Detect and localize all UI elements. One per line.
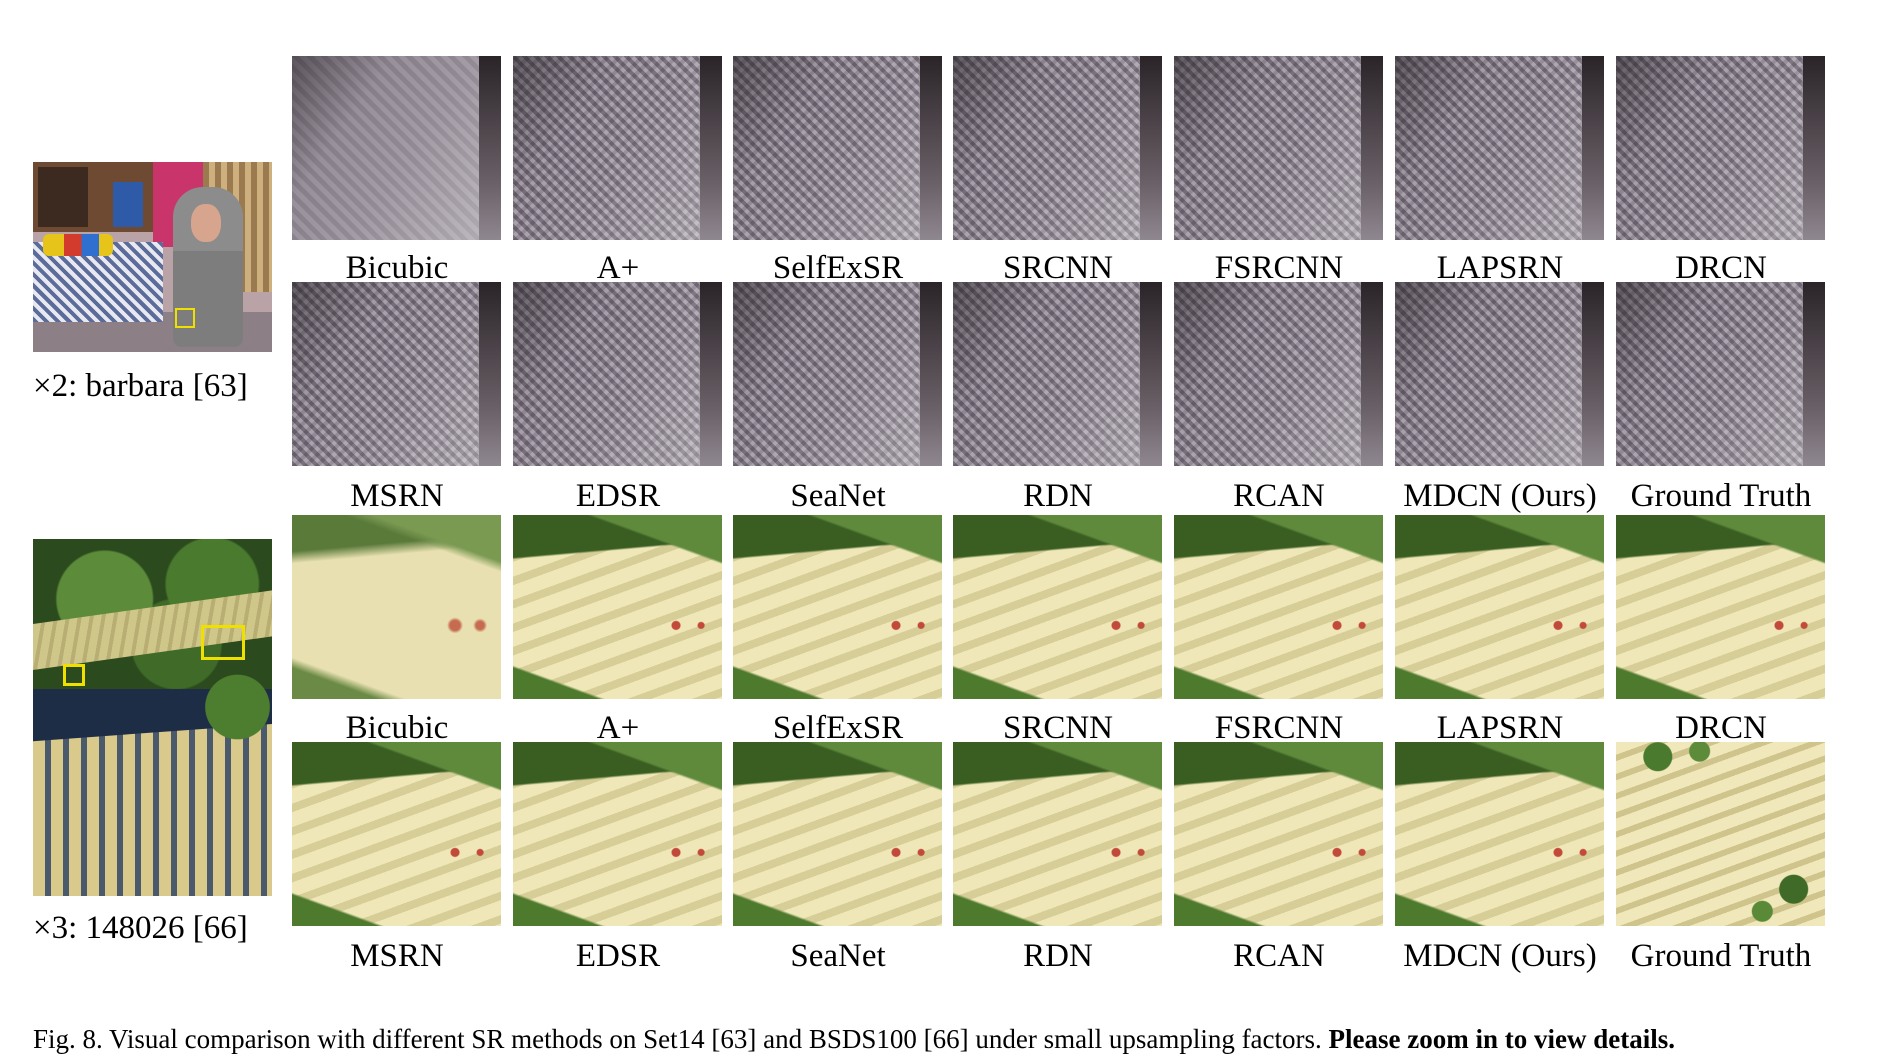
caption-prefix: Fig. 8. (33, 1024, 103, 1054)
result-patch (513, 515, 722, 699)
result-patch (513, 282, 722, 466)
result-patch (513, 742, 722, 926)
method-label: MSRN (350, 938, 444, 974)
method-label: RCAN (1233, 938, 1325, 974)
method-label: RCAN (1233, 478, 1325, 514)
zoom-region-marker (201, 625, 245, 660)
method-label: SelfExSR (772, 710, 904, 746)
result-patch (953, 56, 1162, 240)
result-patch (1174, 515, 1383, 699)
method-label: RDN (1023, 938, 1093, 974)
result-patch (1616, 742, 1825, 926)
result-patch (1174, 282, 1383, 466)
method-label: LAPSRN (1436, 710, 1564, 746)
result-patch (1395, 282, 1604, 466)
result-patch (733, 742, 942, 926)
method-label: FSRCNN (1214, 250, 1344, 286)
method-label: A+ (596, 710, 640, 746)
method-label: SeaNet (790, 478, 886, 514)
zoom-region-marker (63, 664, 85, 686)
method-label: Ground Truth (1630, 938, 1812, 974)
method-label: Bicubic (345, 250, 449, 286)
method-label: SeaNet (790, 938, 886, 974)
method-label: FSRCNN (1214, 710, 1344, 746)
result-patch (733, 56, 942, 240)
result-patch (292, 515, 501, 699)
result-patch (1395, 515, 1604, 699)
method-label: EDSR (575, 478, 661, 514)
method-label: DRCN (1675, 710, 1767, 746)
result-patch (292, 742, 501, 926)
method-label: EDSR (575, 938, 661, 974)
bsds-148026-context-image (33, 539, 272, 896)
result-patch (1616, 515, 1825, 699)
barbara-thumb-label: ×2: barbara [63] (33, 368, 248, 404)
method-label: SRCNN (1002, 710, 1114, 746)
barbara-context-image (33, 162, 272, 352)
caption-text: Visual comparison with different SR meth… (109, 1024, 1322, 1054)
result-patch (292, 56, 501, 240)
method-label: SRCNN (1002, 250, 1114, 286)
result-patch (1395, 742, 1604, 926)
method-label: Bicubic (345, 710, 449, 746)
figure-caption: Fig. 8. Visual comparison with different… (33, 1024, 1675, 1055)
result-patch (953, 742, 1162, 926)
method-label: MSRN (350, 478, 444, 514)
method-label: Ground Truth (1630, 478, 1812, 514)
result-patch (733, 515, 942, 699)
result-patch (1616, 282, 1825, 466)
method-label: SelfExSR (772, 250, 904, 286)
result-patch (1395, 56, 1604, 240)
method-label: DRCN (1675, 250, 1767, 286)
zoom-region-marker (175, 308, 195, 328)
result-patch (953, 515, 1162, 699)
method-label: A+ (596, 250, 640, 286)
result-patch (513, 56, 722, 240)
method-label: MDCN (Ours) (1403, 478, 1597, 514)
result-patch (1616, 56, 1825, 240)
result-patch (1174, 56, 1383, 240)
bsds-thumb-label: ×3: 148026 [66] (33, 910, 248, 946)
result-patch (1174, 742, 1383, 926)
result-patch (292, 282, 501, 466)
result-patch (733, 282, 942, 466)
method-label: LAPSRN (1436, 250, 1564, 286)
result-patch (953, 282, 1162, 466)
caption-bold: Please zoom in to view details. (1328, 1024, 1675, 1054)
method-label: MDCN (Ours) (1403, 938, 1597, 974)
method-label: RDN (1023, 478, 1093, 514)
